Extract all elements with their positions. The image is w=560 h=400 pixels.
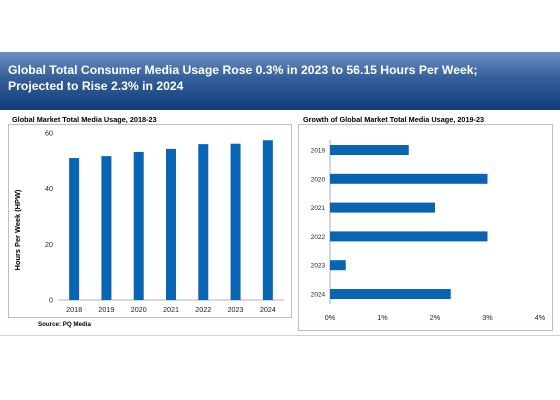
bar-2019 (101, 156, 112, 300)
right-y-tick-label: 2024 (311, 292, 326, 299)
page-title-line-1: Global Total Consumer Media Usage Rose 0… (8, 63, 478, 77)
left-x-tick-label: 2020 (131, 305, 147, 314)
left-y-axis-label: Hours Per Week (HPW) (13, 189, 22, 270)
bar-growth-2023 (330, 260, 346, 271)
bar-growth-2021 (330, 202, 435, 213)
left-y-tick-label: 60 (45, 129, 53, 138)
left-chart-panel (8, 124, 292, 318)
bar-2021 (166, 148, 176, 300)
right-y-tick-label: 2022 (311, 234, 326, 241)
title-banner: Global Total Consumer Media Usage Rose 0… (0, 52, 560, 110)
right-x-tick-label: 3% (482, 313, 493, 322)
bar-growth-2022 (330, 231, 488, 242)
bar-2023 (230, 143, 241, 300)
left-y-tick-label: 0 (49, 296, 53, 305)
left-chart-title: Global Market Total Media Usage, 2018-23 (12, 115, 157, 124)
bar-2018 (69, 158, 80, 300)
bar-2024 (262, 140, 273, 300)
right-x-tick-label: 0% (325, 313, 336, 322)
right-y-tick-label: 2019 (311, 148, 326, 155)
right-y-tick-label: 2020 (311, 176, 326, 183)
left-y-tick-label: 40 (45, 184, 53, 193)
source-note: Source: PQ Media (38, 321, 91, 328)
left-y-tick-label: 20 (45, 240, 53, 249)
right-y-tick-label: 2023 (311, 263, 326, 270)
bar-growth-2024 (330, 289, 451, 299)
left-x-tick-label: 2018 (66, 305, 82, 314)
right-y-tick-label: 2021 (311, 205, 326, 212)
bar-2020 (133, 151, 144, 300)
page-title-line-2: Projected to Rise 2.3% in 2024 (8, 79, 184, 93)
left-x-tick-label: 2019 (98, 305, 114, 314)
right-chart-title: Growth of Global Market Total Media Usag… (303, 115, 485, 124)
left-x-tick-label: 2022 (195, 305, 211, 314)
page-title: Global Total Consumer Media Usage Rose 0… (8, 62, 553, 94)
left-x-tick-label: 2024 (260, 305, 276, 314)
left-x-tick-label: 2023 (228, 305, 244, 314)
bar-growth-2019 (330, 145, 409, 155)
right-x-tick-label: 4% (535, 313, 546, 322)
left-x-tick-label: 2021 (163, 305, 179, 314)
right-x-tick-label: 1% (377, 313, 388, 322)
bar-growth-2020 (330, 173, 488, 184)
bar-2022 (198, 144, 209, 300)
right-x-tick-label: 2% (430, 313, 441, 322)
